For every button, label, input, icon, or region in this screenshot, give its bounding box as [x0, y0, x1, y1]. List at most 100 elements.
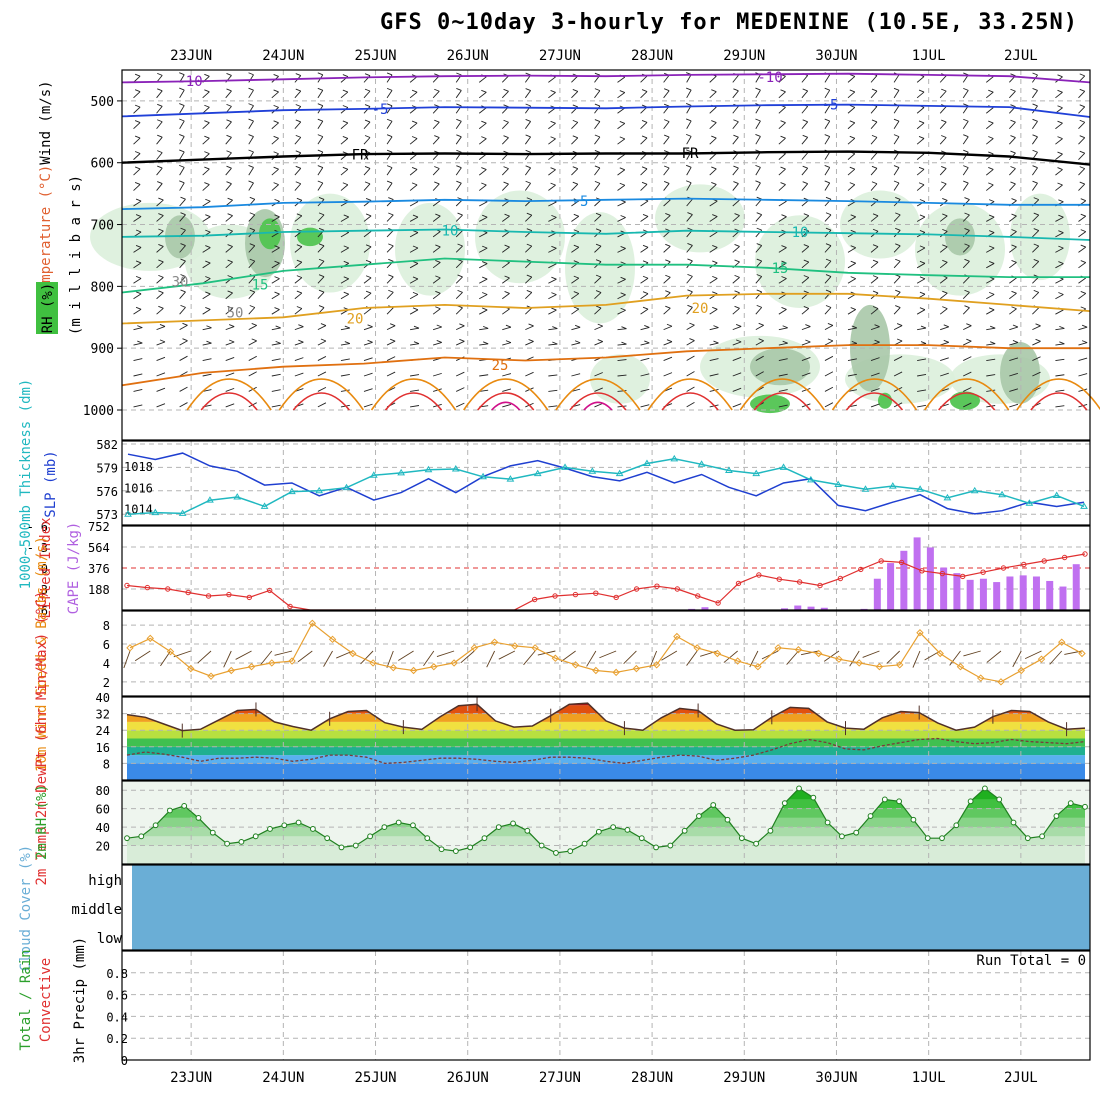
- wind-barb: [850, 260, 856, 264]
- wind-barb: [712, 245, 718, 248]
- rh-point: [481, 835, 488, 842]
- wind-barb: [732, 372, 742, 377]
- isotherm-35: [384, 392, 443, 411]
- wind-barb-10m: [963, 650, 981, 657]
- wind-barb: [548, 201, 557, 207]
- wind-barb: [1032, 214, 1040, 222]
- wind-barb: [295, 73, 301, 76]
- wind-barb: [803, 290, 809, 294]
- thickness-point: [998, 490, 1006, 498]
- wind-barb: [709, 200, 718, 207]
- wind-barb: [825, 305, 832, 308]
- wind-barb: [732, 325, 742, 331]
- wind-barb: [734, 213, 740, 216]
- wind-barb: [778, 373, 788, 377]
- thickness-ylabel: 1000~500mb Thickness (dm): [18, 379, 34, 590]
- wind-barb: [157, 103, 163, 107]
- wind-barb: [410, 374, 420, 377]
- wind-barb: [712, 275, 718, 279]
- wind-barb: [179, 167, 185, 176]
- wind-barb: [918, 182, 925, 186]
- wind-barb: [1055, 169, 1063, 176]
- wind-barb: [712, 260, 718, 264]
- wind-barb: [780, 182, 786, 185]
- wind-barb: [501, 121, 509, 130]
- wind-barb: [410, 389, 420, 392]
- wind-barb: [157, 72, 163, 76]
- rh-point: [209, 829, 216, 836]
- wind-barb: [367, 339, 373, 343]
- wind-barb: [133, 122, 141, 130]
- wind-barb: [893, 105, 900, 114]
- wind-barb: [482, 214, 488, 218]
- wind-barb: [225, 387, 235, 392]
- wind-barb: [548, 328, 558, 331]
- li-ylabel-part: Lifted Index: [38, 517, 54, 618]
- wind-barb: [712, 306, 718, 310]
- wind-barb: [133, 184, 141, 191]
- wind-barb: [963, 149, 969, 153]
- wind-barb: [572, 119, 578, 123]
- wind-barb: [778, 342, 788, 346]
- wind-barb: [365, 259, 372, 263]
- wind-barb: [205, 214, 211, 218]
- wind-barb: [778, 200, 787, 207]
- isotherm-label: 30: [172, 274, 189, 290]
- wind-barb: [1057, 74, 1063, 78]
- wind-barb: [964, 212, 970, 216]
- wind-barb: [919, 229, 926, 233]
- thickness-point: [1080, 502, 1088, 509]
- wind-barb: [1032, 182, 1038, 191]
- cloud-level-label: middle: [71, 902, 122, 918]
- wind-barb-10m: [560, 650, 576, 662]
- wind-barb: [963, 118, 969, 122]
- wind-barb: [386, 325, 396, 331]
- wind-barb: [663, 165, 670, 169]
- wind-barb: [363, 168, 371, 176]
- wind-barb: [271, 216, 280, 222]
- wind-barb: [271, 389, 281, 392]
- wind-barb: [457, 289, 463, 293]
- cape-bar: [1006, 576, 1014, 610]
- wind-barb: [179, 134, 185, 137]
- wind-barb: [803, 275, 809, 278]
- wind-barb: [732, 356, 742, 361]
- wind-barb: [317, 402, 327, 408]
- wind-barb: [893, 87, 900, 91]
- wind-barb: [226, 73, 232, 76]
- wind-barb: [1032, 180, 1038, 184]
- wind-barb: [365, 244, 372, 248]
- wind-barb: [205, 245, 211, 249]
- isotherm-label: -5: [822, 98, 839, 114]
- wind-barb-10m: [623, 650, 637, 665]
- rh-area: [1010, 193, 1070, 281]
- wind-barb: [386, 74, 393, 83]
- wind-barb: [158, 244, 164, 247]
- wind-barb: [249, 289, 255, 293]
- wind-barb: [340, 216, 349, 222]
- wind-point: [187, 664, 195, 673]
- wind-barb: [986, 389, 996, 392]
- wind-barb: [685, 133, 692, 137]
- wind-point: [1037, 655, 1046, 663]
- wind-barb: [874, 324, 880, 328]
- wind-barb: [1055, 122, 1063, 130]
- wind-barb: [778, 293, 787, 300]
- wind-barb: [435, 290, 441, 294]
- wind-barb: [455, 182, 462, 191]
- wind-barb: [963, 325, 972, 331]
- wind-barb: [363, 215, 372, 222]
- isotherm-line: [121, 150, 1091, 166]
- wind-barb: [502, 308, 510, 315]
- wind-barb: [778, 262, 787, 269]
- upper-air-frame: [121, 69, 1091, 441]
- wind-barb: [641, 89, 648, 92]
- wind-barb: [689, 322, 695, 326]
- wind-barb: [548, 76, 556, 83]
- wind-point: [531, 644, 539, 652]
- wind-barb: [686, 276, 693, 284]
- wind-barb: [135, 245, 142, 248]
- wind-barb: [548, 184, 556, 191]
- wind-barb: [179, 87, 185, 91]
- isotherm-line: [121, 72, 1091, 84]
